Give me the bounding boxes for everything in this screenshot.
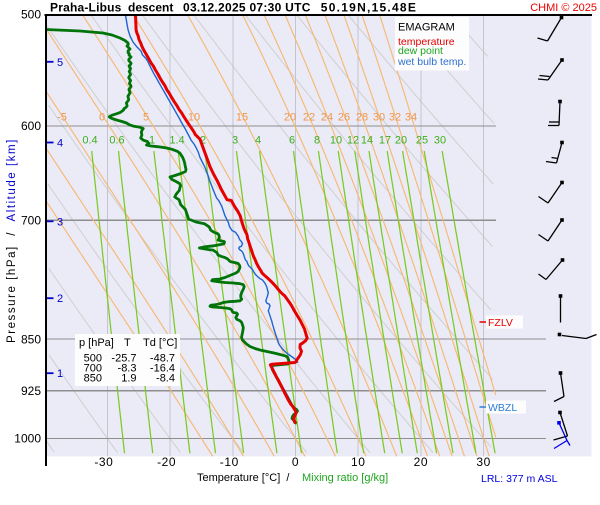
svg-text:20: 20 — [395, 135, 407, 147]
svg-text:-10: -10 — [220, 455, 239, 469]
svg-text:850: 850 — [84, 373, 102, 385]
svg-text:12: 12 — [347, 135, 359, 147]
svg-text:Mixing ratio [g/kg]: Mixing ratio [g/kg] — [302, 472, 388, 484]
svg-text:temperature: temperature — [398, 36, 455, 48]
svg-text:17: 17 — [379, 135, 391, 147]
svg-text:descent: descent — [128, 0, 173, 14]
svg-text:5: 5 — [143, 112, 149, 124]
svg-text:25: 25 — [416, 135, 428, 147]
svg-text:-48.7: -48.7 — [150, 353, 175, 365]
svg-text:Pressure [hPa] / Altitude [k: Pressure [hPa] / Altitude [km] — [6, 138, 18, 343]
svg-text:700: 700 — [21, 214, 41, 228]
svg-text:2: 2 — [200, 135, 206, 147]
svg-text:-20: -20 — [157, 455, 176, 469]
svg-text:600: 600 — [21, 119, 41, 133]
svg-text:dew point: dew point — [398, 45, 443, 57]
svg-text:3: 3 — [232, 135, 238, 147]
svg-text:CHMI © 2025: CHMI © 2025 — [530, 2, 597, 14]
svg-text:Temperature [°C] /: Temperature [°C] / — [197, 472, 290, 484]
svg-text:6: 6 — [289, 135, 295, 147]
svg-text:24: 24 — [321, 112, 333, 124]
svg-text:-16.4: -16.4 — [150, 363, 175, 375]
svg-text:0.6: 0.6 — [109, 135, 124, 147]
svg-text:30: 30 — [434, 135, 446, 147]
svg-text:700: 700 — [84, 363, 102, 375]
svg-text:T: T — [124, 337, 131, 349]
svg-text:EMAGRAM: EMAGRAM — [398, 22, 455, 34]
svg-text:30: 30 — [373, 112, 385, 124]
svg-text:8: 8 — [314, 135, 320, 147]
svg-text:4: 4 — [255, 135, 261, 147]
svg-text:10: 10 — [188, 112, 200, 124]
svg-text:14: 14 — [361, 135, 373, 147]
svg-text:850: 850 — [21, 332, 41, 346]
svg-text:28: 28 — [356, 112, 368, 124]
svg-text:20: 20 — [284, 112, 296, 124]
svg-text:FZLV: FZLV — [488, 317, 513, 329]
svg-text:22: 22 — [303, 112, 315, 124]
svg-text:-8.4: -8.4 — [156, 373, 175, 385]
svg-text:-30: -30 — [94, 455, 113, 469]
svg-text:WBZL: WBZL — [488, 402, 517, 414]
svg-text:10: 10 — [330, 135, 342, 147]
svg-text:Praha-Libus: Praha-Libus — [50, 0, 122, 14]
svg-text:30: 30 — [476, 455, 490, 469]
svg-text:LRL: 377 m ASL: LRL: 377 m ASL — [481, 473, 558, 485]
svg-text:0: 0 — [292, 455, 299, 469]
svg-text:wet bulb temp.: wet bulb temp. — [397, 56, 466, 68]
svg-text:10: 10 — [351, 455, 365, 469]
svg-text:0: 0 — [99, 112, 105, 124]
svg-text:20: 20 — [414, 455, 428, 469]
svg-text:p [hPa]: p [hPa] — [79, 337, 114, 349]
svg-text:26: 26 — [338, 112, 350, 124]
svg-text:3: 3 — [57, 216, 63, 228]
svg-text:34: 34 — [405, 112, 417, 124]
svg-text:2: 2 — [57, 293, 63, 305]
svg-text:-25.7: -25.7 — [111, 353, 136, 365]
svg-text:32: 32 — [389, 112, 401, 124]
svg-text:4: 4 — [57, 138, 63, 150]
svg-text:15: 15 — [236, 112, 248, 124]
svg-text:03.12.2025 07:30 UTC: 03.12.2025 07:30 UTC — [183, 0, 311, 14]
svg-text:1: 1 — [149, 135, 155, 147]
svg-text:1: 1 — [57, 368, 63, 380]
svg-text:500: 500 — [21, 8, 41, 22]
svg-text:5: 5 — [57, 57, 63, 69]
svg-text:-8.3: -8.3 — [118, 363, 137, 375]
svg-text:0.4: 0.4 — [82, 135, 97, 147]
svg-text:Td [°C]: Td [°C] — [143, 337, 177, 349]
svg-text:1000: 1000 — [14, 432, 41, 446]
svg-text:925: 925 — [21, 384, 41, 398]
svg-text:500: 500 — [84, 353, 102, 365]
svg-text:-5: -5 — [57, 112, 67, 124]
svg-text:1.4: 1.4 — [169, 135, 184, 147]
svg-text:1.9: 1.9 — [121, 373, 136, 385]
svg-text:50.19N,15.48E: 50.19N,15.48E — [321, 0, 417, 14]
